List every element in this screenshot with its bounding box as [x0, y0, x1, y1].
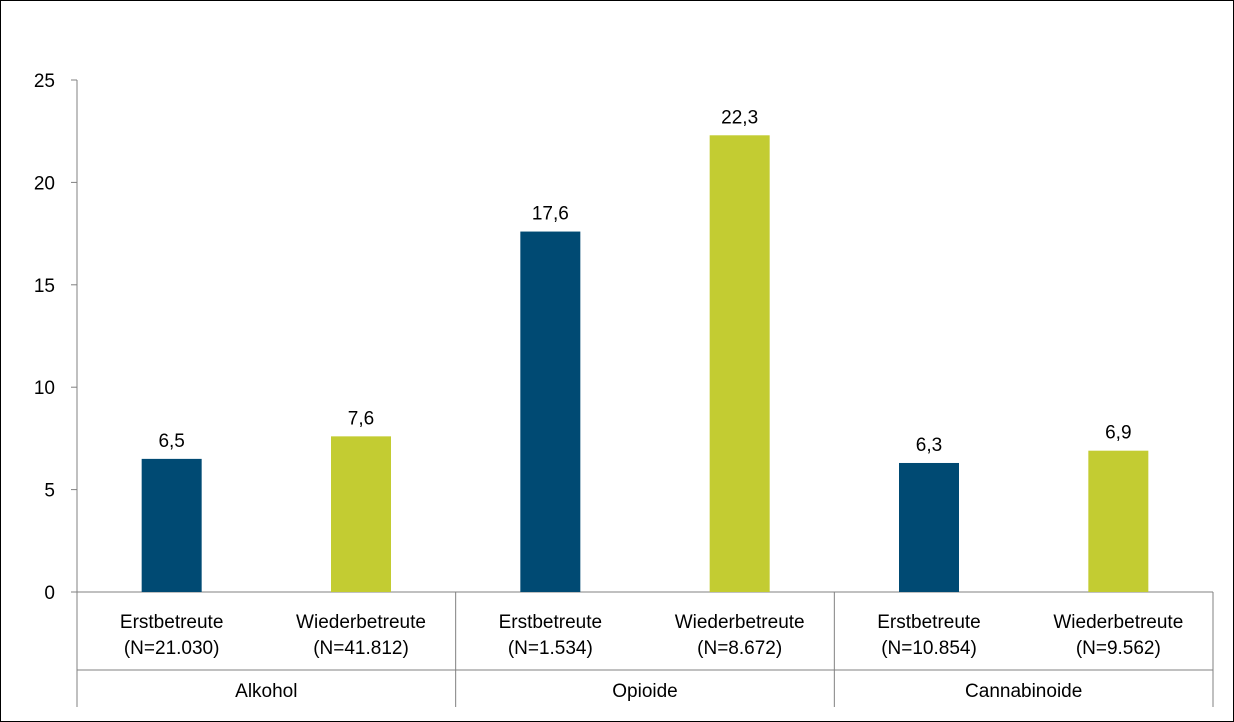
- y-tick-label: 10: [34, 378, 55, 399]
- y-tick-label: 25: [34, 71, 55, 92]
- x-tick-label: Wiederbetreute: [296, 612, 426, 633]
- bar: [141, 458, 202, 592]
- y-tick-label: 20: [34, 173, 55, 194]
- group-label: Cannabinoide: [965, 681, 1082, 702]
- x-tick-label-n: (N=8.672): [697, 638, 782, 659]
- x-tick-label: Erstbetreute: [877, 612, 981, 633]
- data-label: 22,3: [721, 107, 758, 128]
- group-label: Opioide: [612, 681, 678, 702]
- bar: [899, 462, 959, 592]
- x-tick-label-n: (N=41.812): [313, 638, 409, 659]
- data-label: 17,6: [532, 204, 569, 225]
- bar: [520, 231, 581, 592]
- x-tick-label-n: (N=10.854): [881, 638, 977, 659]
- bar: [331, 436, 391, 592]
- y-tick-label: 15: [34, 276, 55, 297]
- group-label: Alkohol: [235, 681, 297, 702]
- y-tick-label: 0: [44, 583, 55, 604]
- data-label: 6,5: [158, 431, 184, 452]
- x-tick-label: Wiederbetreute: [1053, 612, 1183, 633]
- bar: [709, 135, 770, 592]
- x-tick-label-n: (N=21.030): [124, 638, 220, 659]
- x-tick-label-n: (N=1.534): [508, 638, 593, 659]
- x-tick-label: Wiederbetreute: [675, 612, 805, 633]
- y-tick-label: 5: [44, 481, 55, 502]
- data-label: 6,3: [916, 435, 942, 456]
- data-label: 7,6: [348, 408, 374, 429]
- x-tick-label: Erstbetreute: [120, 612, 224, 633]
- x-tick-label-n: (N=9.562): [1076, 638, 1161, 659]
- x-tick-label: Erstbetreute: [499, 612, 603, 633]
- data-label: 6,9: [1105, 423, 1131, 444]
- bar: [1088, 450, 1149, 592]
